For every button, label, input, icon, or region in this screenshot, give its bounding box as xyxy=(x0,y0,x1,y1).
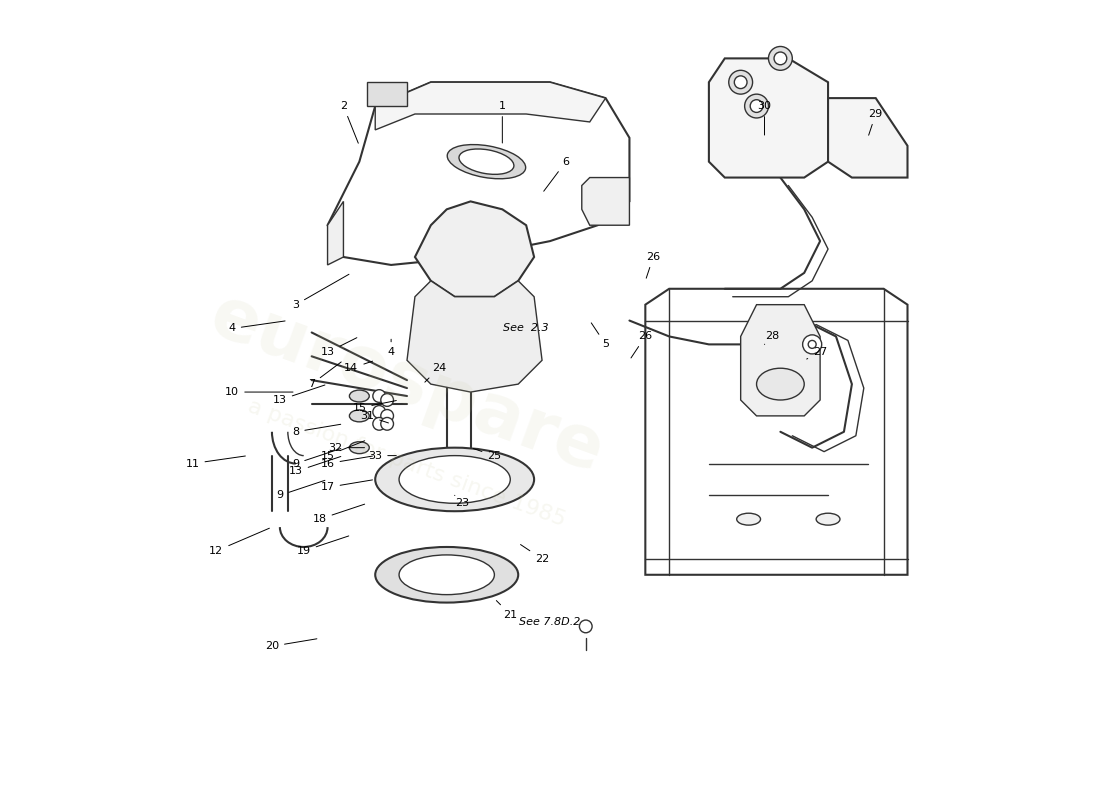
Circle shape xyxy=(381,418,394,430)
Circle shape xyxy=(373,418,386,430)
Polygon shape xyxy=(828,98,907,178)
Text: 32: 32 xyxy=(329,442,364,453)
Text: 18: 18 xyxy=(312,504,364,524)
Text: eurospare: eurospare xyxy=(200,281,614,487)
Circle shape xyxy=(769,46,792,70)
Text: 26: 26 xyxy=(631,331,652,358)
Text: 7: 7 xyxy=(308,362,341,389)
Text: 12: 12 xyxy=(209,528,270,556)
Text: 26: 26 xyxy=(646,252,660,278)
Text: 19: 19 xyxy=(297,536,349,556)
Text: 14: 14 xyxy=(344,361,373,374)
Polygon shape xyxy=(646,289,908,574)
Text: 5: 5 xyxy=(592,323,609,350)
Text: 13: 13 xyxy=(289,457,341,477)
Polygon shape xyxy=(415,202,535,297)
Text: 2: 2 xyxy=(340,101,359,143)
Text: 13: 13 xyxy=(320,338,356,358)
Ellipse shape xyxy=(399,555,494,594)
Ellipse shape xyxy=(448,145,526,178)
Text: 6: 6 xyxy=(543,157,570,191)
Circle shape xyxy=(774,52,786,65)
Text: 4: 4 xyxy=(229,321,285,334)
Ellipse shape xyxy=(350,390,370,402)
Text: 11: 11 xyxy=(186,456,245,469)
Text: 10: 10 xyxy=(226,387,293,397)
Text: 16: 16 xyxy=(320,456,373,469)
Text: 3: 3 xyxy=(293,274,349,310)
Text: 25: 25 xyxy=(473,449,502,461)
Circle shape xyxy=(803,335,822,354)
Polygon shape xyxy=(375,82,606,130)
Ellipse shape xyxy=(459,149,514,174)
Text: 22: 22 xyxy=(520,545,549,564)
Ellipse shape xyxy=(399,456,510,503)
Polygon shape xyxy=(708,58,828,178)
Ellipse shape xyxy=(350,442,370,454)
Polygon shape xyxy=(328,82,629,265)
Text: 29: 29 xyxy=(869,109,883,135)
Text: 17: 17 xyxy=(320,480,373,492)
Circle shape xyxy=(381,394,394,406)
Text: 13: 13 xyxy=(273,385,324,405)
Text: 23: 23 xyxy=(454,495,470,508)
Circle shape xyxy=(735,76,747,89)
Text: 33: 33 xyxy=(368,450,396,461)
Circle shape xyxy=(750,100,763,113)
Circle shape xyxy=(373,390,386,402)
Text: 9: 9 xyxy=(276,480,324,500)
Ellipse shape xyxy=(375,547,518,602)
Text: 24: 24 xyxy=(425,363,446,382)
Ellipse shape xyxy=(816,514,840,525)
Ellipse shape xyxy=(757,368,804,400)
Text: 21: 21 xyxy=(496,601,517,619)
Text: 31: 31 xyxy=(361,411,388,423)
Text: 30: 30 xyxy=(758,101,771,135)
Polygon shape xyxy=(740,305,821,416)
Text: 27: 27 xyxy=(806,347,827,359)
Polygon shape xyxy=(328,202,343,265)
Circle shape xyxy=(729,70,752,94)
Text: See 7.8D.2: See 7.8D.2 xyxy=(519,618,581,627)
Text: 28: 28 xyxy=(764,331,780,344)
Text: 1: 1 xyxy=(498,101,506,143)
Ellipse shape xyxy=(375,448,535,511)
Text: 15: 15 xyxy=(320,441,365,461)
Text: a passion for parts since 1985: a passion for parts since 1985 xyxy=(245,397,569,530)
Circle shape xyxy=(373,406,386,418)
Text: See  2.3: See 2.3 xyxy=(504,323,549,334)
Circle shape xyxy=(580,620,592,633)
Text: 9: 9 xyxy=(293,449,341,469)
Text: 4: 4 xyxy=(387,339,395,358)
Polygon shape xyxy=(582,178,629,226)
Text: 20: 20 xyxy=(265,638,317,651)
Circle shape xyxy=(808,341,816,348)
Circle shape xyxy=(745,94,769,118)
Ellipse shape xyxy=(737,514,760,525)
Text: 15: 15 xyxy=(352,401,396,413)
Text: 8: 8 xyxy=(293,424,341,437)
Circle shape xyxy=(381,410,394,422)
Polygon shape xyxy=(367,82,407,106)
Polygon shape xyxy=(407,281,542,392)
Ellipse shape xyxy=(350,410,370,422)
